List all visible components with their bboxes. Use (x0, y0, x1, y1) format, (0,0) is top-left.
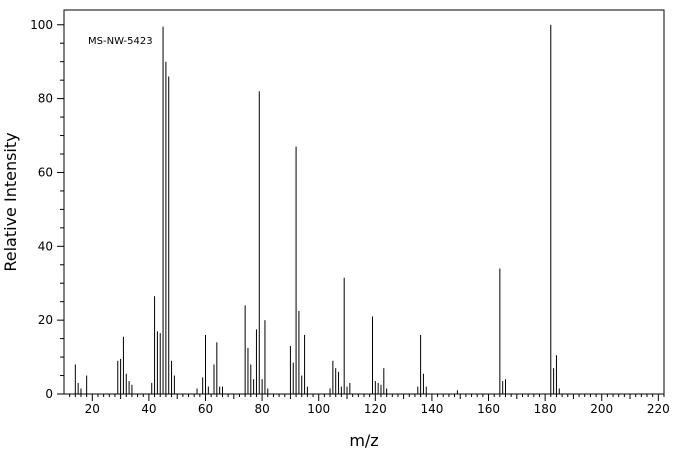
x-tick-label: 80 (254, 402, 269, 416)
x-tick-label: 220 (647, 402, 670, 416)
y-tick-label: 0 (45, 387, 53, 401)
y-tick-label: 20 (38, 313, 53, 327)
x-tick-label: 180 (534, 402, 557, 416)
spectrum-peaks (74, 24, 560, 394)
y-tick-label: 100 (30, 18, 53, 32)
x-tick-label: 140 (420, 402, 443, 416)
y-tick-label: 80 (38, 92, 53, 106)
plot-frame (63, 9, 665, 395)
x-axis-label: m/z (349, 431, 378, 450)
x-tick-label: 60 (198, 402, 213, 416)
x-tick-label: 20 (85, 402, 100, 416)
y-axis-label: Relative Intensity (1, 132, 20, 271)
spectrum-id-annotation: MS-NW-5423 (88, 36, 153, 47)
axis-ticks (57, 24, 665, 401)
x-tick-label: 120 (364, 402, 387, 416)
x-tick-label: 200 (590, 402, 613, 416)
y-tick-label: 40 (38, 239, 53, 253)
x-tick-label: 160 (477, 402, 500, 416)
axis-tick-labels: 20 40 60 80 100 120 140 160 180 200 220 0 20 40 60 80 10… (30, 18, 670, 416)
x-tick-label: 100 (307, 402, 330, 416)
x-tick-label: 40 (141, 402, 156, 416)
y-tick-label: 60 (38, 165, 53, 179)
